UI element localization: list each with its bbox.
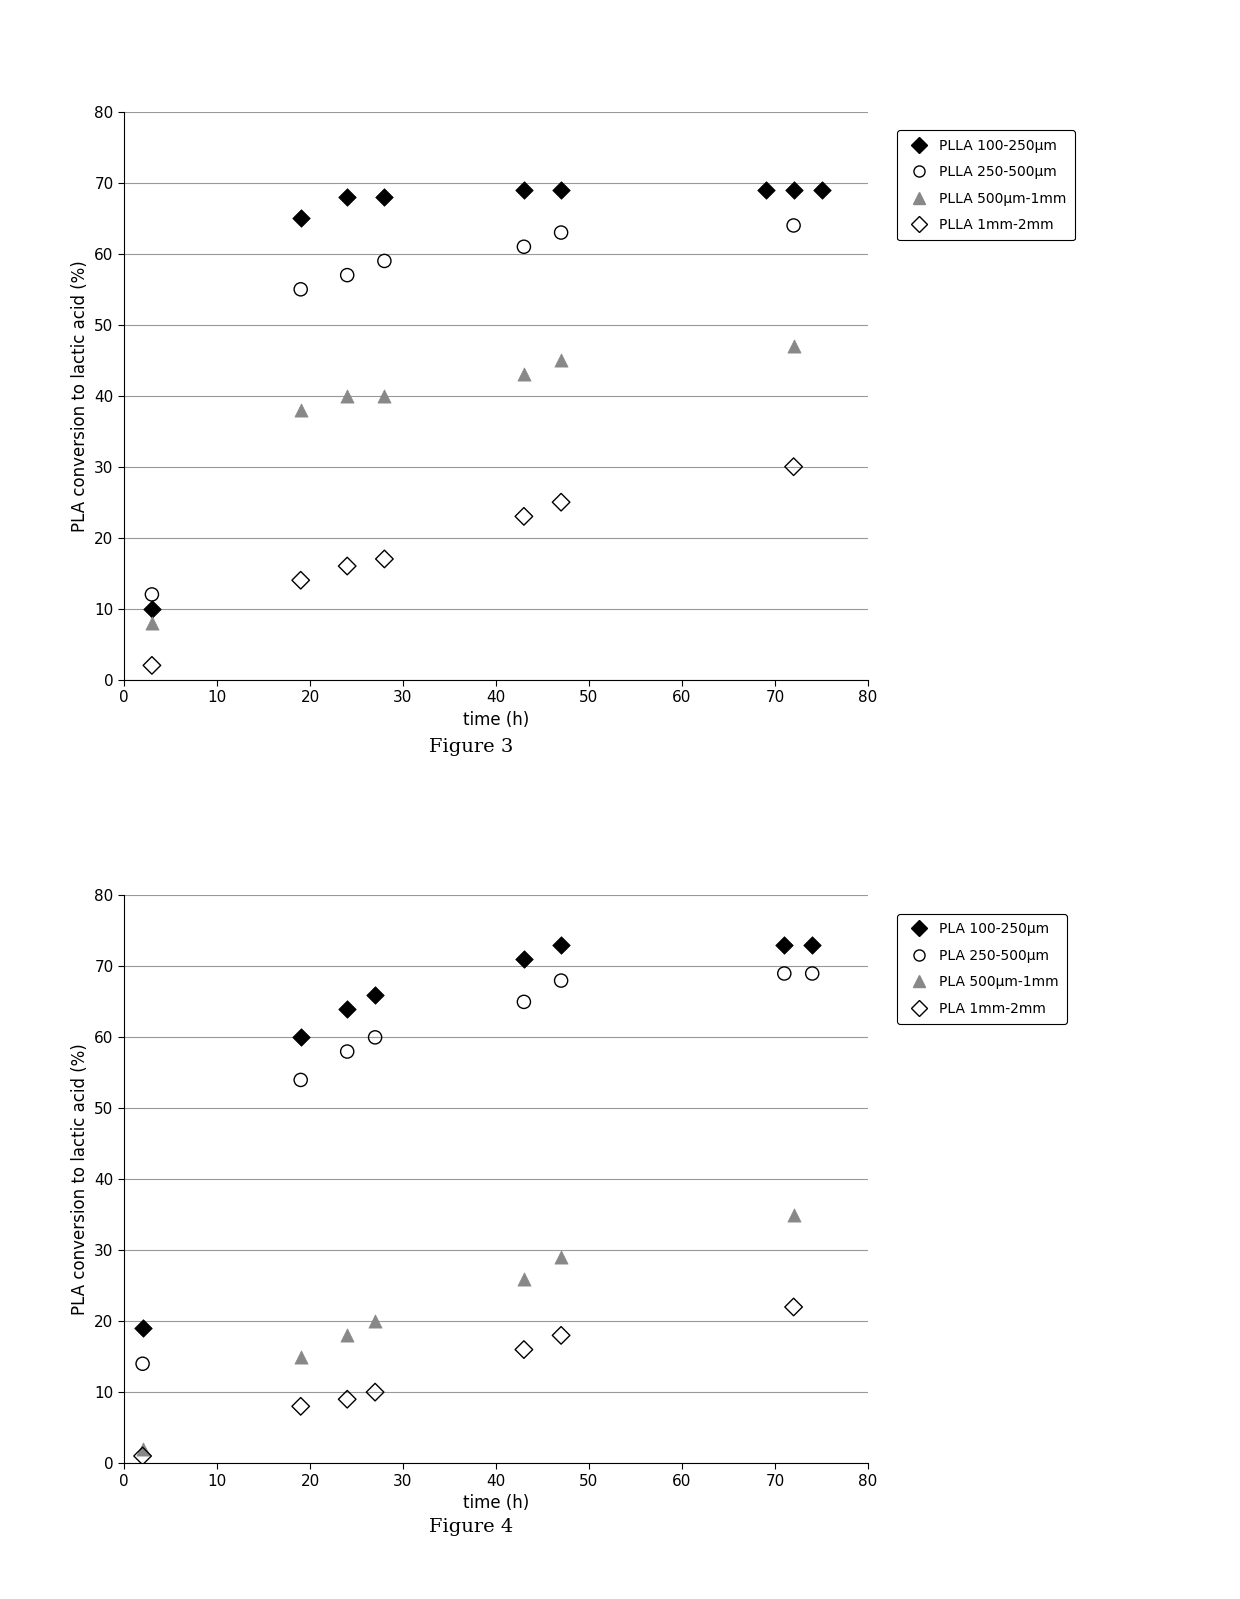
Point xyxy=(515,504,534,529)
Point xyxy=(515,947,534,972)
Point xyxy=(365,1308,384,1334)
Text: Figure 4: Figure 4 xyxy=(429,1517,513,1537)
Point xyxy=(551,1244,570,1270)
Point xyxy=(141,611,161,636)
Point xyxy=(802,932,822,958)
Point xyxy=(337,1386,357,1412)
Point xyxy=(133,1316,153,1342)
Point xyxy=(291,1343,311,1369)
Point xyxy=(515,233,534,259)
Point xyxy=(337,384,357,409)
Point xyxy=(784,454,804,480)
Point xyxy=(291,1067,311,1092)
Point xyxy=(551,932,570,958)
Point xyxy=(365,982,384,1007)
Point xyxy=(515,990,534,1015)
Point xyxy=(551,219,570,245)
Point xyxy=(133,1444,153,1469)
Point xyxy=(784,1202,804,1228)
Y-axis label: PLA conversion to lactic acid (%): PLA conversion to lactic acid (%) xyxy=(71,261,88,531)
Point xyxy=(784,213,804,238)
Point xyxy=(551,489,570,515)
Point xyxy=(365,1380,384,1406)
Point xyxy=(291,1025,311,1051)
Point xyxy=(337,262,357,288)
Point xyxy=(337,1039,357,1065)
Point xyxy=(374,184,394,209)
Point xyxy=(291,206,311,232)
Text: Figure 3: Figure 3 xyxy=(429,737,513,756)
Point xyxy=(515,177,534,203)
Point xyxy=(141,596,161,622)
Point xyxy=(756,177,776,203)
Point xyxy=(515,1337,534,1362)
Legend: PLA 100-250μm, PLA 250-500μm, PLA 500μm-1mm, PLA 1mm-2mm: PLA 100-250μm, PLA 250-500μm, PLA 500μm-… xyxy=(898,913,1066,1023)
Point xyxy=(515,1266,534,1292)
Point xyxy=(133,1436,153,1461)
X-axis label: time (h): time (h) xyxy=(463,1493,529,1513)
Point xyxy=(551,1322,570,1348)
Point xyxy=(515,361,534,387)
Legend: PLLA 100-250μm, PLLA 250-500μm, PLLA 500μm-1mm, PLLA 1mm-2mm: PLLA 100-250μm, PLLA 250-500μm, PLLA 500… xyxy=(898,130,1075,240)
Point xyxy=(291,277,311,302)
Point xyxy=(337,996,357,1022)
Point xyxy=(141,652,161,678)
Point xyxy=(337,1322,357,1348)
Point xyxy=(141,582,161,608)
Point xyxy=(133,1351,153,1377)
Point xyxy=(291,568,311,593)
Point xyxy=(337,184,357,209)
Point xyxy=(774,961,795,987)
Point xyxy=(784,177,804,203)
Point xyxy=(811,177,831,203)
Point xyxy=(374,384,394,409)
Point xyxy=(291,397,311,422)
Point xyxy=(291,1393,311,1420)
X-axis label: time (h): time (h) xyxy=(463,710,529,729)
Point xyxy=(374,248,394,273)
Y-axis label: PLA conversion to lactic acid (%): PLA conversion to lactic acid (%) xyxy=(71,1044,88,1314)
Point xyxy=(365,1025,384,1051)
Point xyxy=(802,961,822,987)
Point xyxy=(784,333,804,358)
Point xyxy=(551,177,570,203)
Point xyxy=(337,553,357,579)
Point xyxy=(374,547,394,572)
Point xyxy=(774,932,795,958)
Point xyxy=(784,1294,804,1319)
Point xyxy=(551,347,570,373)
Point xyxy=(551,967,570,993)
